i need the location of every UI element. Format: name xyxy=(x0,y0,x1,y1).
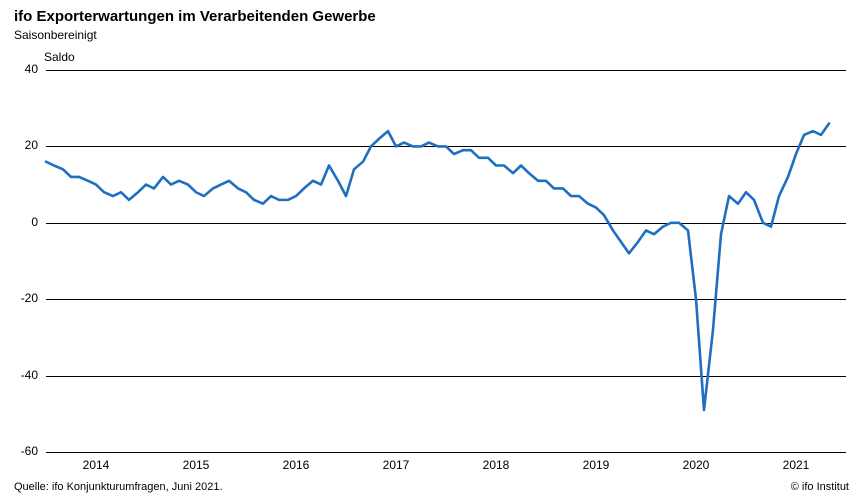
xtick-label: 2015 xyxy=(183,458,210,472)
ytick-label: -20 xyxy=(8,291,38,305)
xtick-label: 2018 xyxy=(483,458,510,472)
xtick-label: 2017 xyxy=(383,458,410,472)
chart-subtitle: Saisonbereinigt xyxy=(14,28,97,42)
ytick-label: -40 xyxy=(8,368,38,382)
ytick-label: 20 xyxy=(8,138,38,152)
xtick-label: 2016 xyxy=(283,458,310,472)
ytick-label: 40 xyxy=(8,62,38,76)
source-note: Quelle: ifo Konjunkturumfragen, Juni 202… xyxy=(14,481,223,493)
ytick-label: -60 xyxy=(8,444,38,458)
xtick-label: 2021 xyxy=(783,458,810,472)
gridline xyxy=(46,452,846,453)
data-line xyxy=(46,123,829,410)
xtick-label: 2014 xyxy=(83,458,110,472)
xtick-label: 2019 xyxy=(583,458,610,472)
chart-title: ifo Exporterwartungen im Verarbeitenden … xyxy=(14,8,376,25)
line-svg xyxy=(46,70,846,452)
chart-plot-area xyxy=(46,70,846,452)
copyright-note: © ifo Institut xyxy=(791,481,849,493)
yaxis-title: Saldo xyxy=(44,50,75,64)
ytick-label: 0 xyxy=(8,215,38,229)
xtick-label: 2020 xyxy=(683,458,710,472)
